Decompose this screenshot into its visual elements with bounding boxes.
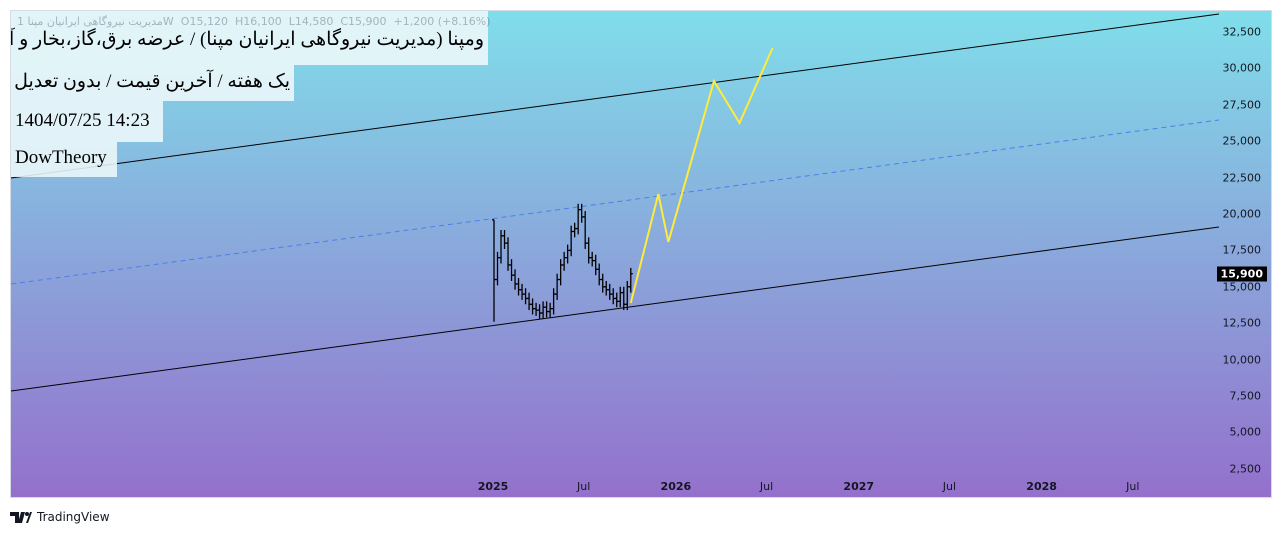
- time-tick-label: Jul: [1126, 480, 1140, 493]
- legend-high: H16,100: [234, 15, 282, 28]
- tradingview-logo-icon: [10, 511, 32, 523]
- time-tick-label: Jul: [759, 480, 774, 493]
- price-tick-label: 27,500: [1222, 98, 1262, 112]
- price-tick-label: 2,500: [1229, 462, 1262, 476]
- price-plot[interactable]: [11, 11, 1272, 498]
- author-label[interactable]: DowTheory: [11, 142, 117, 177]
- price-tick-label: 30,000: [1222, 61, 1262, 75]
- channel-lower-line: [11, 226, 1220, 392]
- subtitle-label[interactable]: یک هفته / آخرین قیمت / بدون تعدیل: [11, 65, 294, 101]
- price-tick-label: 12,500: [1222, 316, 1262, 330]
- legend-low: L14,580: [288, 15, 334, 28]
- tradingview-branding[interactable]: TradingView: [10, 510, 110, 524]
- legend-open: O15,120: [180, 15, 228, 28]
- time-tick-label: Jul: [577, 480, 591, 493]
- brand-name: TradingView: [37, 510, 110, 524]
- price-tick-label: 7,500: [1229, 389, 1262, 403]
- channel-mid-line: [11, 119, 1220, 285]
- price-tick-label: 10,000: [1222, 353, 1262, 367]
- price-tick-label: 5,000: [1229, 425, 1262, 439]
- title-label[interactable]: ومپنا (مدیریت نیروگاهی ایرانیان مپنا) / …: [11, 11, 488, 65]
- legend-change: +1,200 (+8.16%): [393, 15, 491, 28]
- legend-close: C15,900: [340, 15, 387, 28]
- price-tick-label: 15,000: [1222, 280, 1262, 294]
- legend-symbol: مدیریت نیروگاهی ایرانیان مپنا: [27, 15, 163, 28]
- time-tick-label: 2025: [477, 480, 509, 493]
- price-tick-label: 25,000: [1222, 134, 1262, 148]
- price-tick-label: 32,500: [1222, 25, 1262, 39]
- projection-line: [629, 47, 774, 304]
- price-tick-label: 22,500: [1222, 171, 1262, 185]
- datetime-label[interactable]: 1404/07/25 14:23: [11, 101, 163, 142]
- symbol-legend: مدیریت نیروگاهی ایرانیان مپنا 1W O15,120…: [17, 15, 490, 28]
- time-tick-label: 2027: [843, 480, 875, 493]
- last-price-badge: 15,900: [1216, 266, 1267, 282]
- time-tick-label: 2028: [1026, 480, 1057, 493]
- time-tick-label: 2026: [660, 480, 692, 493]
- legend-interval: 1W: [17, 15, 174, 28]
- channel-upper-line: [11, 13, 1220, 179]
- price-tick-label: 20,000: [1222, 207, 1262, 221]
- time-tick-label: Jul: [942, 480, 957, 493]
- chart-pane[interactable]: مدیریت نیروگاهی ایرانیان مپنا 1W O15,120…: [10, 10, 1272, 498]
- price-tick-label: 17,500: [1222, 243, 1262, 257]
